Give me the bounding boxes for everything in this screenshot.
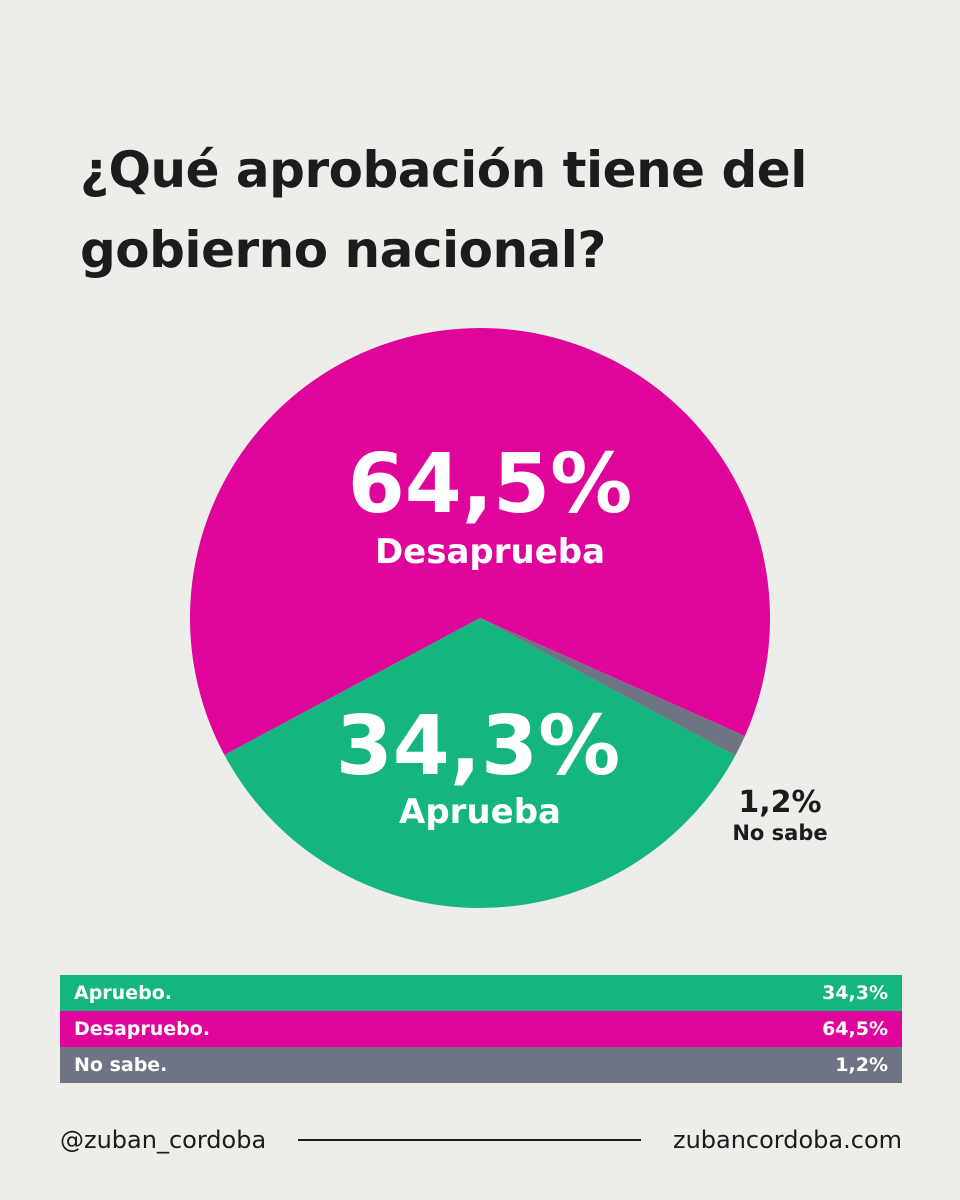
slice-aprueba xyxy=(224,618,736,908)
table-row-label: Desapruebo. xyxy=(74,1018,211,1040)
slice-no-sabe xyxy=(480,618,745,756)
table-row-value: 1,2% xyxy=(835,1054,888,1076)
slice-value-no-sabe: 1,2% xyxy=(738,785,821,820)
page-title: ¿Qué aprobación tiene del gobierno nacio… xyxy=(80,141,807,279)
table-row-value: 34,3% xyxy=(822,982,888,1004)
table-row-desaprueba: Desapruebo. 64,5% xyxy=(60,1011,902,1047)
table-row-label: Apruebo. xyxy=(74,982,172,1004)
table-row-value: 64,5% xyxy=(822,1018,888,1040)
table-row-aprueba: Apruebo. 34,3% xyxy=(60,975,902,1011)
footer: @zuban_cordoba zubancordoba.com xyxy=(60,1120,902,1160)
slice-label-desaprueba: Desaprueba xyxy=(375,532,605,572)
slice-desaprueba xyxy=(190,327,770,756)
slice-label-aprueba: Aprueba xyxy=(399,792,561,832)
table-row-label: No sabe. xyxy=(74,1054,168,1076)
footer-divider xyxy=(298,1139,641,1141)
pie-chart: 64,5%Desaprueba 34,3%Aprueba 1,2%No sabe xyxy=(190,327,828,908)
slice-value-aprueba: 34,3% xyxy=(336,699,620,794)
results-table: Apruebo. 34,3% Desapruebo. 64,5% No sabe… xyxy=(60,975,902,1083)
website-link[interactable]: zubancordoba.com xyxy=(672,1126,902,1154)
social-handle[interactable]: @zuban_cordoba xyxy=(60,1126,267,1154)
slice-label-no-sabe: No sabe xyxy=(732,821,827,845)
table-row-no-sabe: No sabe. 1,2% xyxy=(60,1047,902,1083)
slice-value-desaprueba: 64,5% xyxy=(348,437,632,532)
